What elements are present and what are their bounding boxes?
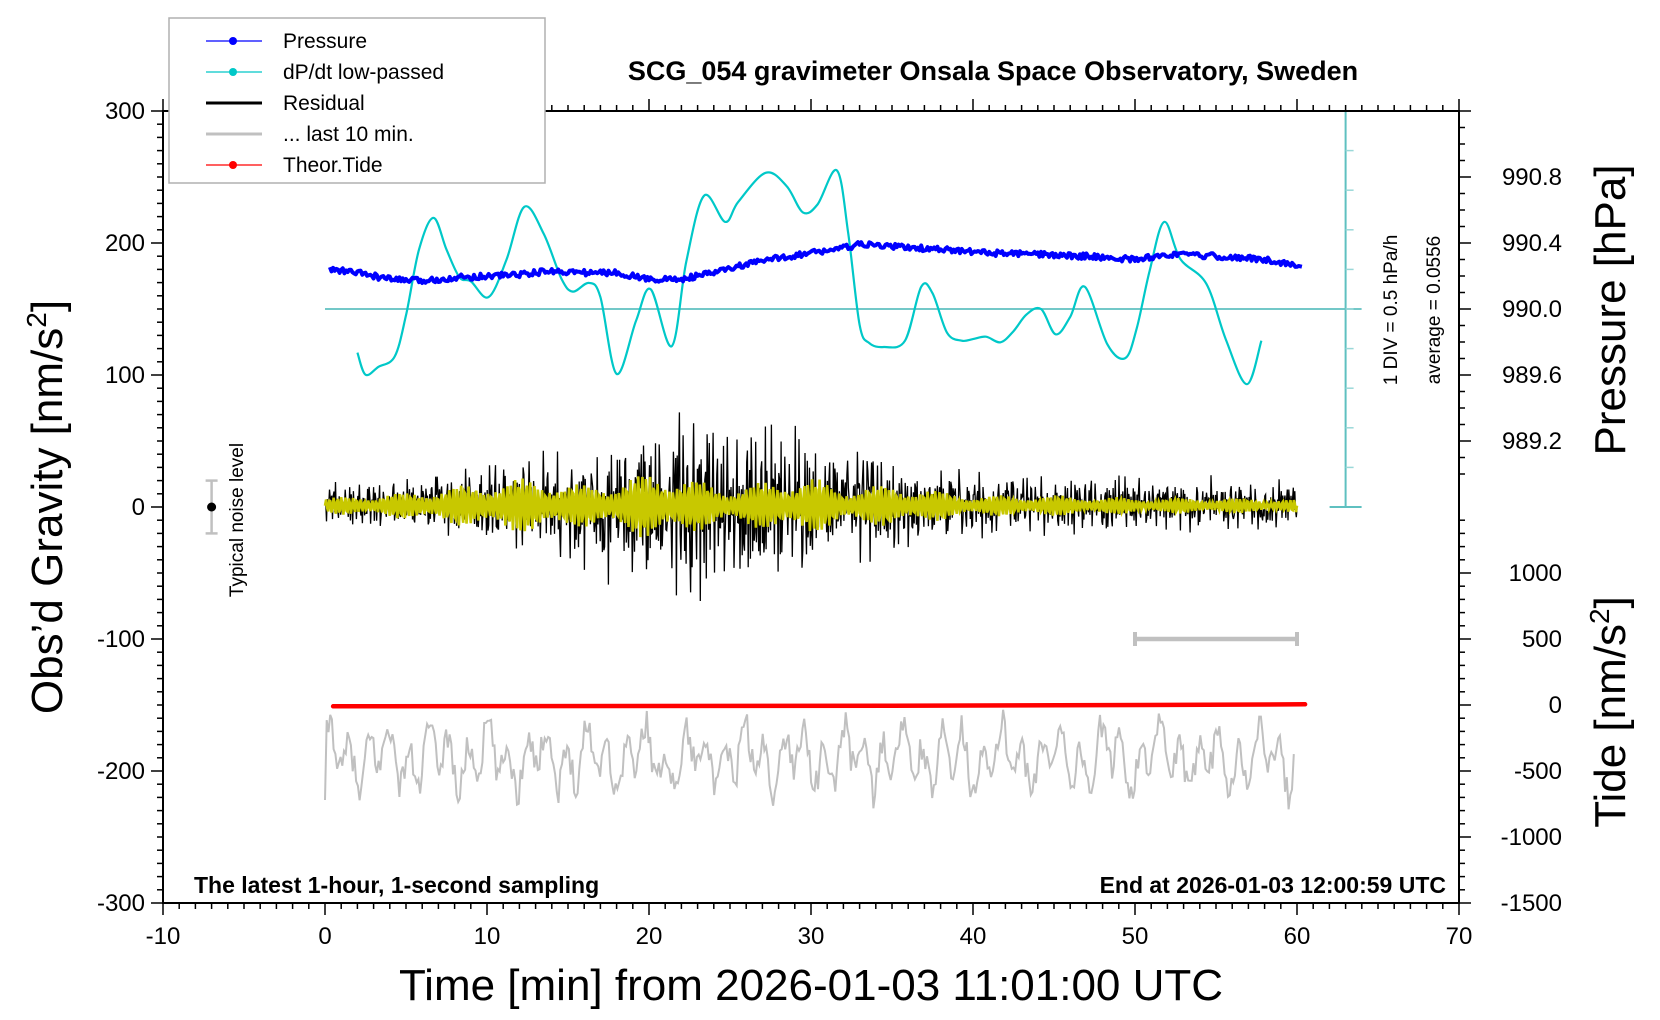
noise-label: Typical noise level	[227, 443, 248, 597]
noise-marker	[207, 502, 217, 512]
theoretical-tide-series	[330, 702, 1308, 709]
y-tick-label: -300	[97, 890, 145, 917]
legend-label: Pressure	[283, 30, 367, 53]
last-10-min-line	[324, 709, 1295, 810]
x-tick-label: 10	[474, 923, 501, 950]
legend-entry: ... last 10 min.	[206, 123, 414, 146]
y-tick-label: -200	[97, 758, 145, 785]
x-tick-label: 40	[960, 923, 987, 950]
dpdt-average-label: average = 0.0556	[1424, 236, 1445, 384]
x-tick-label: -10	[146, 923, 181, 950]
legend-swatch-marker	[229, 68, 237, 76]
tide-tick-label: -1500	[1501, 890, 1562, 917]
tide-tick-label: 1000	[1509, 560, 1562, 587]
pressure-series	[328, 240, 1303, 285]
tide-line	[330, 702, 1308, 709]
legend-swatch-marker	[229, 37, 237, 45]
dpdt-scale-label: 1 DIV = 0.5 hPa/h	[1381, 235, 1402, 386]
right-axis-title-pressure: Pressure [hPa]	[1586, 164, 1635, 455]
x-tick-label: 70	[1446, 923, 1473, 950]
tide-tick-label: 0	[1549, 692, 1562, 719]
y-tick-label: -100	[97, 626, 145, 653]
legend-swatch-marker	[229, 161, 237, 169]
left-y-axis: 300 200 100 0 -100 -200 -300	[97, 98, 163, 917]
legend-label: Theor.Tide	[283, 154, 383, 177]
legend-entry: Theor.Tide	[206, 154, 383, 177]
x-axis-title: Time [min] from 2026-01-03 11:01:00 UTC	[399, 961, 1223, 1010]
x-tick-label: 0	[318, 923, 331, 950]
legend-label: Residual	[283, 92, 365, 115]
x-tick-label: 50	[1122, 923, 1149, 950]
note-left: The latest 1-hour, 1-second sampling	[194, 872, 599, 898]
legend: Pressure dP/dt low-passed Residual ... last…	[168, 17, 546, 184]
legend-entry: Residual	[206, 92, 365, 115]
right-axis-title-tide-sup: 2	[1584, 608, 1615, 624]
legend-box	[168, 17, 546, 184]
pressure-tick-label: 990.8	[1502, 164, 1562, 191]
tide-tick-label: -500	[1514, 758, 1562, 785]
dpdt-line	[356, 169, 1263, 386]
x-tick-label: 20	[636, 923, 663, 950]
dpdt-series	[356, 169, 1263, 386]
right-axis-title-tide: Tide [nm/s2]	[1584, 596, 1635, 828]
pressure-tick-label: 990.4	[1502, 230, 1562, 257]
pressure-tick-label: 989.6	[1502, 362, 1562, 389]
y-tick-label: 100	[105, 362, 145, 389]
y-tick-label: 300	[105, 98, 145, 125]
right-y-axis: 990.8 990.4 990.0 989.6 989.2 1000 500 0 -500 -10…	[1459, 110, 1562, 917]
pressure-tick-label: 989.2	[1502, 428, 1562, 455]
left-axis-title-sup: 2	[21, 312, 52, 328]
x-axis: -10 0 10 20 30 40 50 60 70	[146, 903, 1473, 950]
left-axis-title: Obs’d Gravity [nm/s2]	[21, 300, 72, 714]
pressure-line	[328, 240, 1303, 285]
last-10-min-series	[324, 709, 1295, 810]
tide-tick-label: -1000	[1501, 824, 1562, 851]
annotations	[205, 479, 1299, 646]
residual-highpass-line	[323, 476, 1299, 538]
chart-title: SCG_054 gravimeter Onsala Space Observat…	[628, 56, 1358, 86]
x-tick-label: 30	[798, 923, 825, 950]
y-tick-label: 0	[132, 494, 145, 521]
note-right: End at 2026-01-03 12:00:59 UTC	[1100, 872, 1446, 898]
residual-highpass-series	[323, 476, 1299, 538]
x-tick-label: 60	[1284, 923, 1311, 950]
y-tick-label: 200	[105, 230, 145, 257]
legend-label: ... last 10 min.	[283, 123, 414, 146]
legend-label: dP/dt low-passed	[283, 61, 444, 84]
pressure-tick-label: 990.0	[1502, 296, 1562, 323]
tide-tick-label: 500	[1522, 626, 1562, 653]
legend-entry: Pressure	[206, 30, 367, 53]
dpdt-reference	[325, 110, 1362, 508]
legend-entry: dP/dt low-passed	[206, 61, 444, 84]
